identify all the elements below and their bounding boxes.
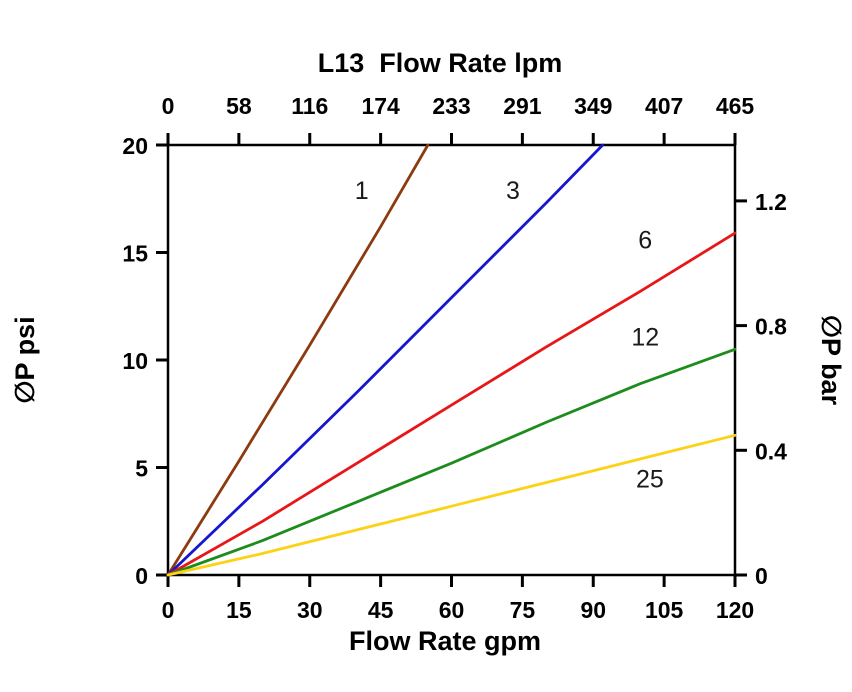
y-left-tick-label: 5 — [135, 456, 148, 482]
x-bottom-tick-label: 15 — [226, 597, 252, 623]
y-right-tick-label: 1.2 — [755, 189, 787, 215]
y-left-tick-label: 0 — [135, 563, 148, 589]
x-bottom-tick-label: 45 — [368, 597, 394, 623]
series-layer: 1 3 6 12 25 — [166, 143, 737, 577]
x-bottom-tick-label: 75 — [510, 597, 536, 623]
x-bottom-tick-label: 30 — [297, 597, 323, 623]
y-left-tick-label: 10 — [122, 348, 148, 374]
series-line-25 — [166, 433, 737, 577]
plot-frame — [166, 143, 737, 577]
series-line-12 — [166, 347, 737, 577]
x-top-tick-label: 233 — [432, 93, 470, 119]
bottom-axis-title: Flow Rate gpm — [349, 626, 541, 656]
x-top-tick-label: 291 — [503, 93, 542, 119]
left-axis-title: ∅P psi — [10, 316, 40, 403]
series-label-12: 12 — [631, 323, 659, 351]
x-top-tick-label: 407 — [645, 93, 683, 119]
x-bottom-tick-label: 60 — [439, 597, 465, 623]
y-left-tick-label: 20 — [122, 133, 148, 159]
x-bottom-tick-label: 90 — [580, 597, 606, 623]
x-bottom-tick-label: 105 — [645, 597, 684, 623]
series-label-3: 3 — [506, 177, 520, 205]
x-top-tick-label: 465 — [716, 93, 755, 119]
series-label-1: 1 — [355, 177, 369, 205]
x-top-tick-label: 349 — [574, 93, 612, 119]
x-top-tick-label: 116 — [291, 93, 328, 119]
y-left-tick-label: 15 — [122, 241, 148, 267]
series-line-1 — [166, 143, 430, 577]
series-label-25: 25 — [636, 465, 664, 493]
top-axis-title: L13 Flow Rate lpm — [318, 48, 563, 78]
right-axis-title: ∅P bar — [816, 315, 846, 406]
x-bottom-tick-label: 120 — [716, 597, 754, 623]
x-top-tick-label: 174 — [361, 93, 400, 119]
x-bottom-tick-label: 0 — [162, 597, 175, 623]
x-top-tick-label: 58 — [226, 93, 252, 119]
series-line-6 — [166, 231, 737, 577]
x-top-tick-label: 0 — [162, 93, 175, 119]
y-right-tick-label: 0.8 — [755, 314, 787, 340]
y-right-tick-label: 0.4 — [755, 438, 787, 464]
series-line-3 — [166, 143, 605, 577]
series-label-6: 6 — [638, 227, 652, 255]
y-right-tick-label: 0 — [755, 563, 768, 589]
